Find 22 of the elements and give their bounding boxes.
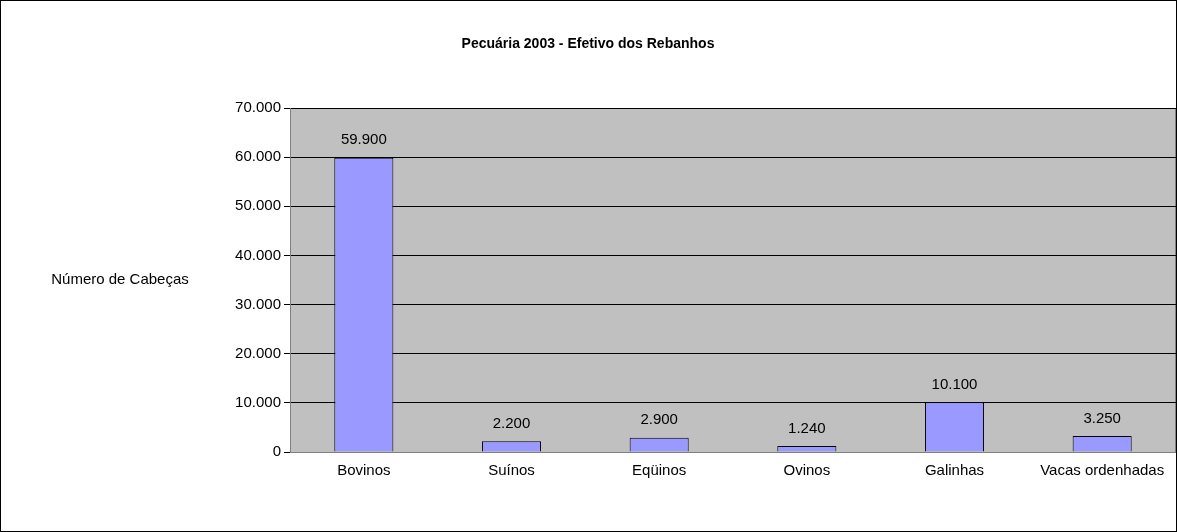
data-label: 59.900 (340, 130, 387, 148)
y-tick-label: 70.000 (235, 98, 281, 116)
x-tick-label: Ovinos (783, 461, 831, 479)
y-tick-label: 50.000 (235, 196, 281, 214)
x-tick-label: Suínos (488, 461, 535, 479)
y-tick-label: 0 (272, 442, 281, 460)
y-tick-label: 40.000 (235, 245, 281, 263)
y-tick-label: 10.000 (235, 393, 281, 410)
y-tick-label: 20.000 (235, 343, 281, 361)
data-label: 3.250 (1083, 408, 1121, 426)
chart-title: Pecuária 2003 - Efetivo dos Rebanhos (461, 34, 715, 51)
data-label: 10.100 (931, 375, 978, 393)
x-tick-label: Vacas ordenhadas (1040, 461, 1165, 479)
x-tick-label: Galinhas (924, 461, 985, 479)
y-tick-label: 60.000 (235, 147, 281, 165)
data-label: 1.240 (788, 418, 826, 436)
x-tick-label: Eqüinos (632, 461, 687, 479)
data-label: 2.200 (492, 413, 531, 431)
y-axis-title: Número de Cabeças (51, 270, 189, 288)
data-label: 2.900 (640, 410, 678, 428)
y-tick-label: 30.000 (235, 294, 281, 312)
x-tick-label: Bovinos (337, 461, 391, 479)
